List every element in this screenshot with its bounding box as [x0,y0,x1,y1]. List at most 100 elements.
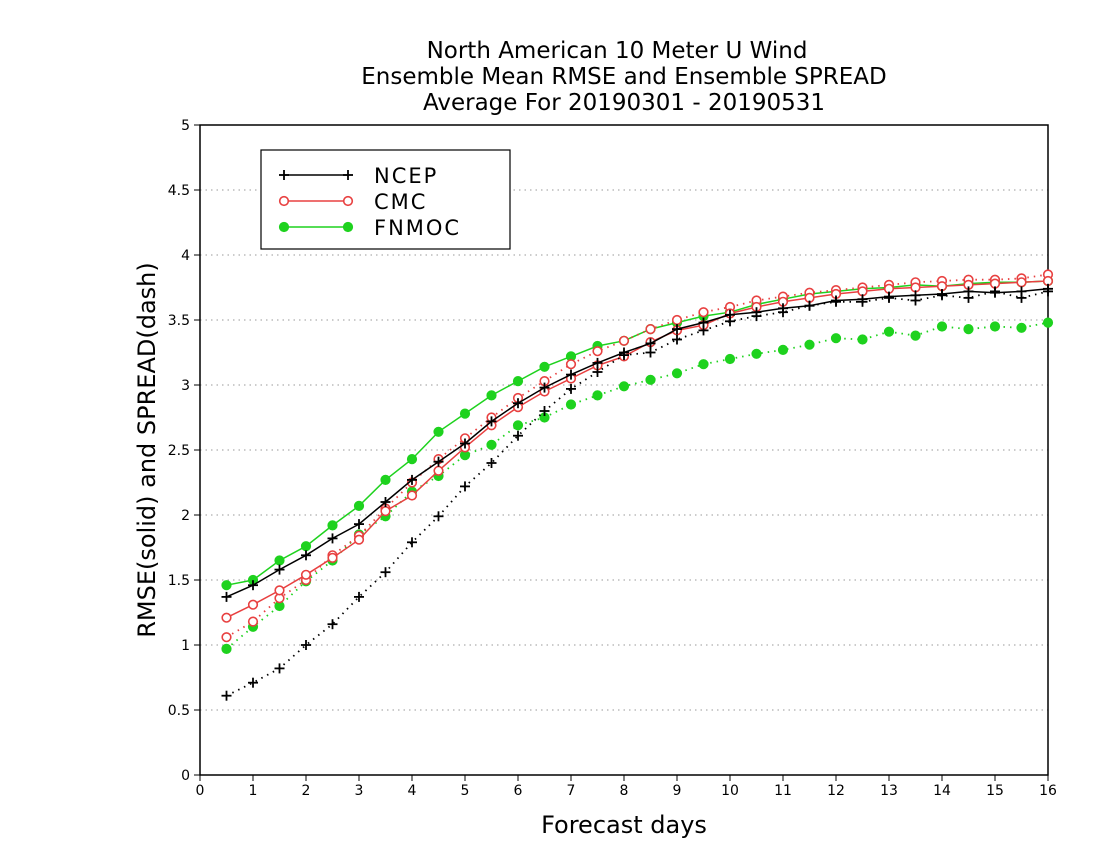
data-point-plus [301,640,311,650]
data-point-plus [566,383,576,394]
x-tick-label: 0 [196,783,205,799]
x-tick-label: 4 [408,783,417,799]
data-point-plus [751,307,762,318]
data-point-plus [725,309,735,320]
data-point-plus [486,458,497,468]
data-point-plus [354,591,364,602]
x-tick-label: 11 [774,783,792,799]
data-point-plus [937,289,947,299]
series-fnmoc-spread [221,317,1054,655]
y-tick-label: 4.5 [168,183,190,199]
data-point-plus [539,406,550,416]
x-tick-label: 5 [461,783,470,799]
data-point-plus [1016,286,1027,297]
data-point-filled-circle [671,368,683,379]
series-line-rmse [226,280,1049,619]
data-point-filled-circle [512,376,524,387]
data-point-filled-circle [857,334,868,345]
data-point-open-circle [247,616,259,627]
data-point-filled-circle [618,381,630,392]
legend-label: CMC [374,190,427,214]
data-point-filled-circle [830,333,842,344]
series-line-spread [226,273,1049,638]
legend-label: NCEP [374,164,438,188]
data-point-plus [460,481,470,492]
data-point-filled-circle [300,541,312,552]
data-point-open-circle [278,195,290,207]
legend-box [260,149,511,250]
y-tick-label: 3.5 [168,313,190,329]
data-point-open-circle [342,195,354,207]
x-tick-label: 3 [355,783,364,799]
data-point-plus [1043,283,1053,294]
series-cmc-spread [221,269,1054,643]
data-point-plus [910,290,921,301]
title-line-2: Ensemble Mean RMSE and Ensemble SPREAD [361,64,886,90]
data-point-plus [354,519,364,530]
data-point-filled-circle [592,390,603,401]
data-point-plus [460,438,470,449]
data-point-filled-circle [274,555,285,566]
data-point-plus [407,537,417,548]
axis-ticks: 00.511.522.533.544.550 1 2 3 4 5 6 7 8 9 10 11 12 13 1… [168,118,1057,799]
data-point-filled-circle [936,321,948,332]
data-point-open-circle [300,569,312,580]
data-point-plus [672,334,682,345]
data-point-open-circle [327,552,338,564]
data-point-filled-circle [459,408,471,419]
data-point-plus [343,170,353,180]
data-point-plus [221,591,232,602]
data-point-filled-circle [353,500,365,511]
data-point-open-circle [618,335,630,346]
data-point-plus [539,382,550,393]
y-tick-label: 1 [181,638,190,654]
legend-label: FNMOC [374,216,461,240]
series-line-rmse [226,280,1049,586]
data-point-plus [279,170,289,180]
data-point-plus [884,291,894,302]
x-tick-label: 6 [514,783,523,799]
data-point-filled-circle [406,454,418,465]
data-point-plus [327,533,338,544]
data-point-open-circle [274,585,285,596]
data-point-plus [698,317,709,328]
data-point-filled-circle [539,361,550,372]
data-point-open-circle [406,490,418,501]
data-point-plus [645,347,656,358]
data-point-filled-circle [910,330,921,341]
data-point-plus [221,690,232,701]
y-tick-label: 2 [181,508,190,524]
y-tick-label: 1.5 [168,573,190,589]
data-point-plus [380,567,391,578]
data-point-filled-circle [1042,317,1054,328]
data-point-plus [274,564,285,575]
data-point-open-circle [433,465,444,476]
x-tick-label: 12 [827,783,845,799]
data-point-plus [407,474,417,485]
data-point-open-circle [221,632,232,643]
data-point-plus [963,286,974,297]
x-tick-label: 10 [721,783,739,799]
data-point-open-circle [698,307,709,318]
x-tick-label: 14 [933,783,951,799]
data-point-plus [592,367,603,377]
data-point-filled-circle [724,353,736,365]
y-tick-label: 3 [181,378,190,394]
series-fnmoc-rmse [221,275,1054,591]
title-line-1: North American 10 Meter U Wind [427,38,808,64]
data-point-filled-circle [221,643,232,655]
series-line-spread [225,321,1049,650]
data-point-filled-circle [1016,322,1027,333]
data-point-filled-circle [486,390,497,401]
data-point-filled-circle [221,580,232,591]
data-point-plus [645,338,656,349]
series-ncep-rmse [221,283,1053,602]
y-axis-title: RMSE(solid) and SPREAD(dash) [133,262,161,638]
data-point-plus [857,294,868,305]
data-point-filled-circle [380,474,391,485]
data-point-filled-circle [963,324,974,335]
data-point-open-circle [592,346,603,357]
x-tick-label: 7 [567,783,576,799]
data-point-filled-circle [751,348,762,359]
data-point-plus [327,619,338,630]
